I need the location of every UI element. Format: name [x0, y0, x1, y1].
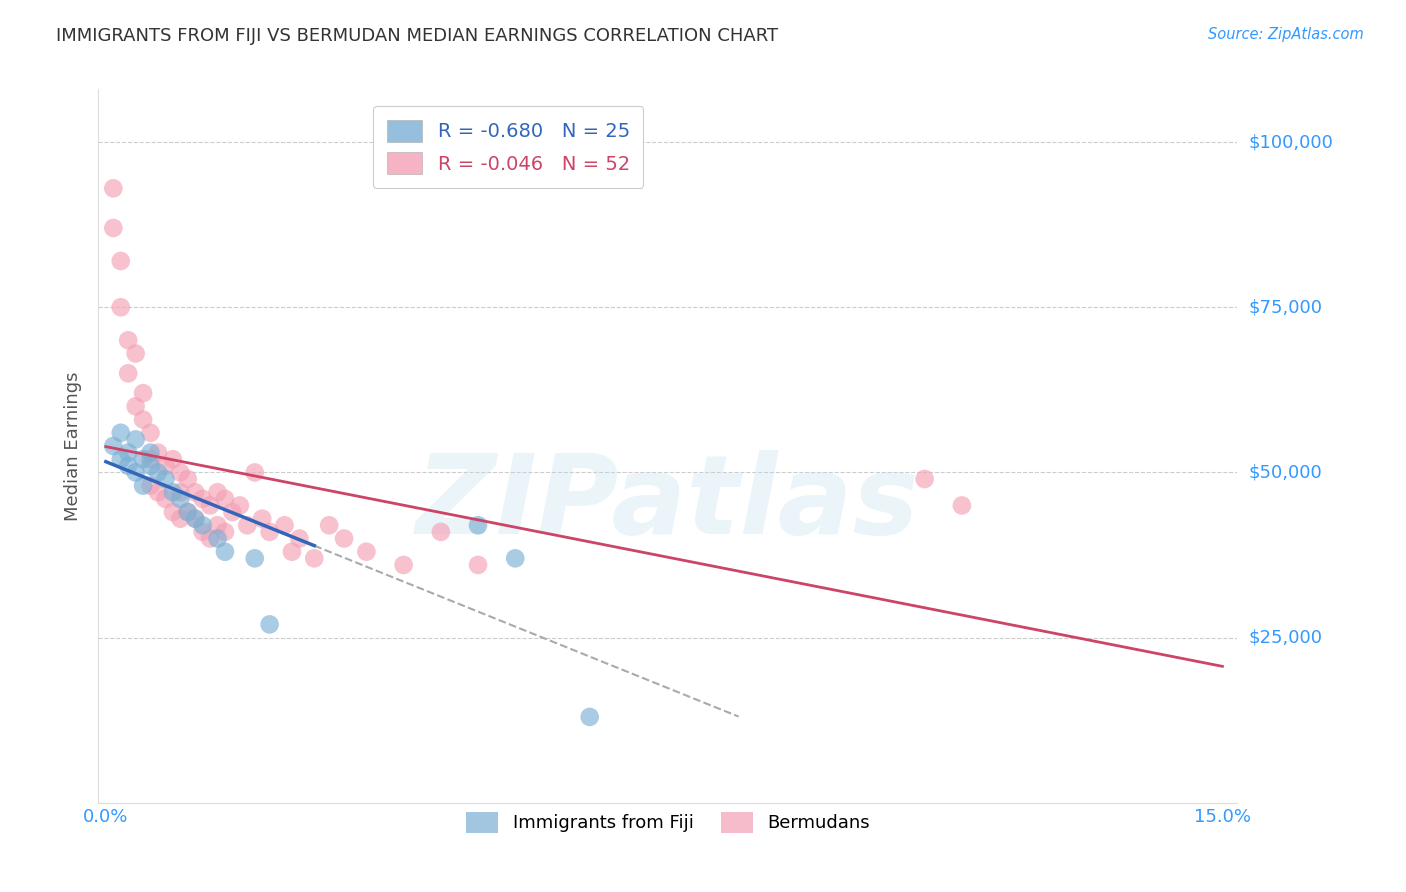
Point — [110, 452, 132, 467]
Point — [503, 551, 526, 566]
Point — [169, 491, 191, 506]
Point — [950, 499, 973, 513]
Point — [155, 472, 177, 486]
Point — [162, 485, 184, 500]
Point — [578, 710, 600, 724]
Point — [124, 433, 146, 447]
Point — [198, 499, 221, 513]
Point — [184, 511, 207, 525]
Y-axis label: Median Earnings: Median Earnings — [65, 371, 83, 521]
Text: IMMIGRANTS FROM FIJI VS BERMUDAN MEDIAN EARNINGS CORRELATION CHART: IMMIGRANTS FROM FIJI VS BERMUDAN MEDIAN … — [56, 27, 779, 45]
Point — [132, 452, 155, 467]
Point — [243, 466, 266, 480]
Point — [304, 551, 326, 566]
Point — [146, 445, 169, 459]
Point — [214, 491, 236, 506]
Point — [146, 466, 169, 480]
Point — [117, 445, 139, 459]
Point — [169, 511, 191, 525]
Point — [467, 558, 489, 572]
Point — [177, 505, 200, 519]
Point — [198, 532, 221, 546]
Point — [214, 524, 236, 539]
Point — [139, 445, 162, 459]
Point — [273, 518, 295, 533]
Point — [117, 367, 139, 381]
Point — [132, 412, 155, 426]
Point — [229, 499, 252, 513]
Point — [356, 545, 378, 559]
Point — [207, 518, 229, 533]
Point — [259, 524, 281, 539]
Point — [169, 485, 191, 500]
Point — [110, 254, 132, 268]
Point — [392, 558, 415, 572]
Point — [117, 333, 139, 347]
Point — [191, 518, 214, 533]
Point — [333, 532, 356, 546]
Point — [207, 532, 229, 546]
Point — [139, 478, 162, 492]
Point — [177, 505, 200, 519]
Point — [132, 478, 155, 492]
Point — [259, 617, 281, 632]
Point — [243, 551, 266, 566]
Legend: Immigrants from Fiji, Bermudans: Immigrants from Fiji, Bermudans — [454, 801, 882, 844]
Point — [288, 532, 311, 546]
Point — [184, 511, 207, 525]
Point — [914, 472, 936, 486]
Text: $75,000: $75,000 — [1249, 298, 1323, 317]
Point — [103, 439, 125, 453]
Point — [103, 221, 125, 235]
Point — [124, 346, 146, 360]
Point — [318, 518, 340, 533]
Point — [117, 458, 139, 473]
Point — [124, 466, 146, 480]
Point — [162, 505, 184, 519]
Text: ZIPatlas: ZIPatlas — [416, 450, 920, 557]
Point — [139, 425, 162, 440]
Point — [236, 518, 259, 533]
Point — [177, 472, 200, 486]
Point — [124, 400, 146, 414]
Point — [139, 458, 162, 473]
Point — [155, 458, 177, 473]
Text: Source: ZipAtlas.com: Source: ZipAtlas.com — [1208, 27, 1364, 42]
Point — [430, 524, 453, 539]
Point — [155, 491, 177, 506]
Point — [169, 466, 191, 480]
Point — [184, 485, 207, 500]
Point — [132, 386, 155, 401]
Point — [146, 485, 169, 500]
Point — [110, 300, 132, 314]
Point — [281, 545, 304, 559]
Point — [110, 425, 132, 440]
Text: $50,000: $50,000 — [1249, 464, 1322, 482]
Point — [221, 505, 243, 519]
Text: $25,000: $25,000 — [1249, 629, 1323, 647]
Point — [250, 511, 273, 525]
Point — [139, 452, 162, 467]
Point — [191, 491, 214, 506]
Point — [467, 518, 489, 533]
Point — [191, 524, 214, 539]
Text: $100,000: $100,000 — [1249, 133, 1333, 151]
Point — [162, 452, 184, 467]
Point — [103, 181, 125, 195]
Point — [214, 545, 236, 559]
Point — [207, 485, 229, 500]
